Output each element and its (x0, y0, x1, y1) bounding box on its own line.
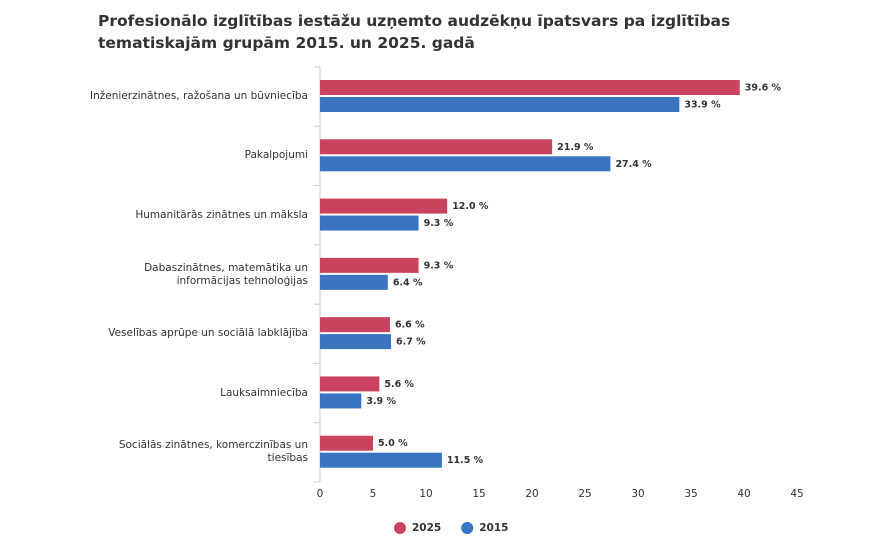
x-tick-label: 30 (631, 488, 644, 500)
bar (320, 376, 380, 392)
bar (320, 139, 553, 155)
bar (320, 257, 419, 273)
x-tick-label: 45 (790, 488, 803, 500)
category-label: Humanitārās zinātnes un māksla (135, 208, 308, 221)
x-tick-label: 20 (525, 488, 538, 500)
value-label: 27.4 % (615, 159, 652, 170)
x-tick-label: 0 (317, 488, 324, 500)
bar (320, 274, 388, 290)
bar (320, 80, 740, 95)
value-label: 3.9 % (366, 396, 396, 407)
category-label: Veselības aprūpe un sociālā labklājība (108, 327, 308, 340)
value-label: 12.0 % (452, 201, 489, 212)
value-label: 6.6 % (395, 320, 425, 331)
category-label: Pakalpojumi (244, 149, 308, 162)
chart-title: Profesionālo izglītības iestāžu uzņemto … (98, 12, 731, 52)
bar (320, 215, 419, 231)
value-label: 5.0 % (378, 438, 408, 449)
value-label: 6.7 % (396, 337, 426, 348)
value-label: 5.6 % (384, 379, 414, 390)
category-label: Dabaszinātnes, matemātika un informācija… (144, 261, 308, 287)
bar (320, 198, 448, 214)
bar (320, 317, 390, 333)
value-label: 21.9 % (557, 142, 594, 153)
bar (320, 393, 362, 409)
x-tick-label: 5 (370, 488, 377, 500)
legend-marker (394, 522, 406, 534)
bar (320, 452, 442, 468)
bar (320, 435, 373, 451)
value-label: 9.3 % (424, 218, 454, 229)
legend-marker (461, 522, 474, 534)
bar (320, 334, 392, 350)
value-label: 39.6 % (745, 83, 782, 94)
x-tick-label: 35 (684, 488, 697, 500)
bar (320, 97, 680, 112)
category-label: Inženierzinātnes, ražošana un būvniecība (90, 90, 308, 103)
value-label: 11.5 % (447, 455, 484, 466)
value-label: 9.3 % (424, 260, 454, 271)
value-label: 6.4 % (393, 277, 423, 288)
x-tick-label: 40 (737, 488, 750, 500)
legend-label: 2025 (412, 522, 441, 534)
x-tick-label: 15 (472, 488, 485, 500)
x-tick-label: 10 (419, 488, 432, 500)
value-label: 33.9 % (684, 100, 721, 111)
x-tick-label: 25 (578, 488, 591, 500)
category-label: Sociālās zinātnes, komerczinības un ties… (118, 439, 308, 465)
legend-label: 2015 (479, 522, 508, 534)
category-label: Lauksaimniecība (220, 386, 308, 399)
bar (320, 156, 611, 172)
